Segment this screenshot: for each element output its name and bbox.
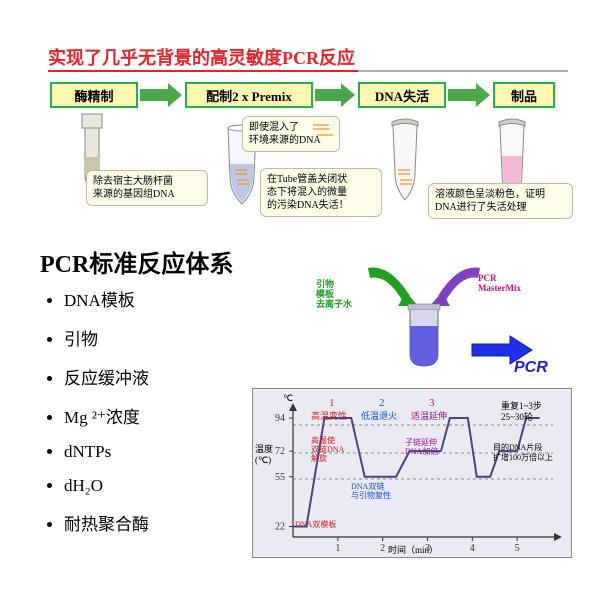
- callout-text: 除去宿主大肠杆菌 来源的基因组DNA: [93, 176, 175, 200]
- svg-text:5: 5: [515, 543, 520, 554]
- svg-text:94: 94: [275, 413, 285, 424]
- svg-text:72: 72: [275, 446, 285, 457]
- svg-text:55: 55: [275, 472, 285, 483]
- callout-text: 溶液颜色呈淡粉色，证明 DNA进行了失活处理: [435, 189, 545, 213]
- x-axis-label: 时间（min）: [388, 543, 438, 556]
- y-unit: ℃: [283, 393, 293, 404]
- callout-step1: 除去宿主大肠杆菌 来源的基因组DNA: [86, 170, 208, 206]
- reaction-components-list: DNA模板 引物 反应缓冲液 Mg ²⁺浓度 dNTPs dH₂O 耐热聚合酶: [40, 286, 149, 549]
- step-label: 配制2 x Premix: [206, 86, 292, 105]
- section-title: PCR标准反应体系: [40, 244, 233, 279]
- step-label: 酶精制: [74, 86, 113, 105]
- callout-step2b: 在Tube管盖关闭状 态下将混入的微量 的污染DNA失活！: [260, 168, 382, 217]
- callout-step2a: 即使混入了 环境来源的DNA: [242, 116, 340, 152]
- step-box-3: DNA失活: [358, 82, 446, 108]
- svg-text:1: 1: [335, 543, 340, 554]
- phase-2-label: 低温退火: [361, 409, 397, 422]
- inactivation-tube: [388, 118, 422, 210]
- anneal-note: DNA双链 与引物复性: [351, 483, 391, 501]
- list-item: 耐热聚合酶: [64, 510, 149, 535]
- phase-1-num: 1: [329, 397, 335, 409]
- list-item: dH₂O: [64, 476, 149, 496]
- y-axis-label: 温度 (℃): [255, 444, 273, 466]
- dna-icon: [311, 121, 335, 139]
- pcr-cycle-chart: 22 55 72 94 1 2 3 4 5 ℃ 温度 (℃) 时间（min） 1 高温变性 2…: [252, 388, 572, 558]
- step-arrow-1: [140, 83, 184, 107]
- svg-text:2: 2: [380, 543, 385, 554]
- result-note: 目的DNA片段 扩增100万倍以上: [493, 443, 553, 462]
- list-item: DNA模板: [64, 286, 149, 311]
- start-note: DNA双模板: [295, 519, 336, 530]
- phase-3-num: 3: [429, 397, 435, 409]
- step-label: DNA失活: [375, 86, 429, 105]
- list-item: 反应缓冲液: [64, 364, 149, 389]
- mixer-left-label: 引物 模板 去离子水: [316, 280, 352, 310]
- step-label: 制品: [511, 86, 537, 105]
- callout-text: 即使混入了 环境来源的DNA: [249, 122, 321, 146]
- step-box-4: 制品: [493, 82, 555, 108]
- step-arrow-3: [448, 83, 492, 107]
- extend-note: 子链延伸 DNA加倍: [405, 439, 438, 457]
- callout-step4: 溶液颜色呈淡粉色，证明 DNA进行了失活处理: [428, 183, 573, 219]
- svg-text:4: 4: [470, 543, 475, 554]
- svg-text:22: 22: [275, 521, 285, 532]
- callout-text: 在Tube管盖关闭状 态下将混入的微量 的污染DNA失活！: [267, 174, 349, 211]
- phase-3-label: 适温延伸: [411, 409, 447, 422]
- mixer-right-label: PCR MasterMix: [478, 274, 521, 294]
- repeat-label: 重复1~3步 25~30轮: [501, 401, 542, 423]
- mastermix-diagram: 引物 模板 去离子水 PCR MasterMix PCR: [310, 256, 560, 376]
- step-arrow-2: [315, 83, 357, 107]
- title-underline-red: [48, 70, 358, 72]
- page-title: 实现了几乎无背景的高灵敏度PCR反应: [48, 44, 355, 70]
- step-box-1: 酶精制: [50, 82, 138, 108]
- denature-note: 高温使 双链DNA 解旋: [311, 437, 344, 463]
- list-item: Mg ²⁺浓度: [64, 403, 149, 428]
- list-item: dNTPs: [64, 442, 149, 462]
- list-item: 引物: [64, 325, 149, 350]
- step-box-2: 配制2 x Premix: [185, 82, 313, 108]
- phase-1-label: 高温变性: [311, 409, 347, 422]
- title-underline-gray: [358, 70, 568, 72]
- pcr-label: PCR: [514, 359, 548, 377]
- phase-2-num: 2: [379, 397, 385, 409]
